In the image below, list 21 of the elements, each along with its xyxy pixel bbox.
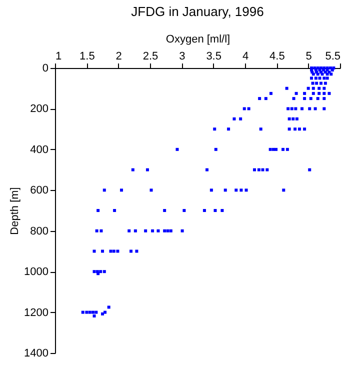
x-tick-label: 1 <box>56 50 62 62</box>
y-tick-label: 1200 <box>24 306 48 319</box>
x-tick-label: 2.5 <box>142 50 158 62</box>
y-tick-label: 600 <box>30 184 48 197</box>
chart-title: JFDG in January, 1996 <box>131 4 264 19</box>
x-tick-label: 3 <box>179 50 186 62</box>
x-tick-label: 1.5 <box>80 50 95 62</box>
y-tick-label: 800 <box>30 225 48 238</box>
x-tick-label: 2 <box>116 50 122 62</box>
y-tick-label: 400 <box>30 144 48 156</box>
x-tick-label: 5 <box>306 50 312 62</box>
x-axis-title: Oxygen [ml/l] <box>166 34 230 46</box>
x-tick-label: 5.5 <box>325 50 340 62</box>
x-tick-label: 3.5 <box>206 50 222 62</box>
y-tick-label: 200 <box>30 103 48 116</box>
x-tick-label: 4 <box>242 50 249 62</box>
y-tick-label: 1000 <box>24 266 48 278</box>
y-axis-title: Depth [m] <box>9 187 22 235</box>
x-tick-label: 4.5 <box>270 50 285 62</box>
y-tick-label: 0 <box>42 62 48 74</box>
y-tick-label: 1400 <box>24 348 48 360</box>
